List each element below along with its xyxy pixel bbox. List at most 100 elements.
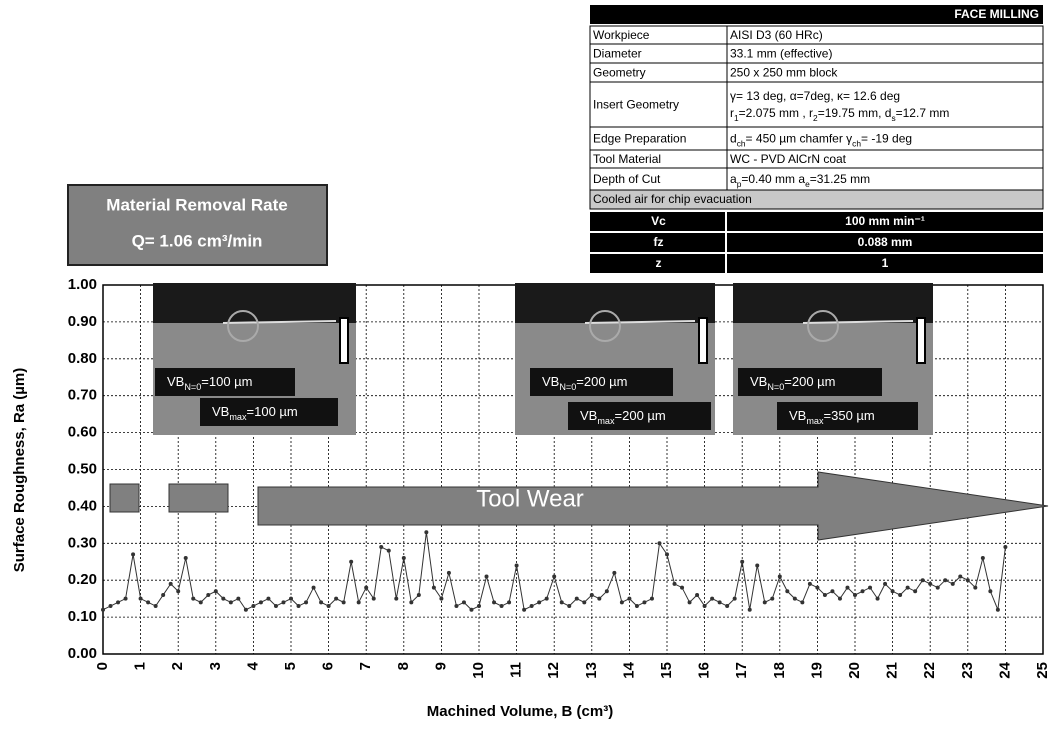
data-point xyxy=(718,600,722,604)
data-point xyxy=(236,597,240,601)
text-part: VB xyxy=(212,404,229,419)
data-point xyxy=(740,560,744,564)
data-point xyxy=(710,597,714,601)
text-part: =31.25 mm xyxy=(810,172,870,186)
data-point xyxy=(785,589,789,593)
x-tick-label: 2 xyxy=(169,662,186,670)
row-value: AISI D3 (60 HRc) xyxy=(730,28,823,42)
data-point xyxy=(966,578,970,582)
data-point xyxy=(673,582,677,586)
data-point xyxy=(921,578,925,582)
row-label: Edge Preparation xyxy=(593,132,686,146)
data-point xyxy=(462,600,466,604)
x-tick-label: 22 xyxy=(921,662,938,679)
data-point xyxy=(958,575,962,579)
data-point xyxy=(387,549,391,553)
data-point xyxy=(830,589,834,593)
scale-bar xyxy=(699,318,707,363)
text-part: ch xyxy=(852,139,861,149)
data-point xyxy=(319,600,323,604)
y-tick-label: 0.10 xyxy=(68,608,97,625)
data-point xyxy=(259,600,263,604)
data-point xyxy=(545,597,549,601)
data-point xyxy=(552,575,556,579)
data-point xyxy=(755,563,759,567)
data-point xyxy=(221,597,225,601)
y-tick-label: 0.20 xyxy=(68,571,97,588)
data-point xyxy=(943,578,947,582)
chart: Material Removal Rate Q= 1.06 cm³/min 0.… xyxy=(0,0,1049,727)
data-point xyxy=(853,593,857,597)
x-tick-label: 12 xyxy=(545,662,562,679)
data-point xyxy=(913,589,917,593)
table-note: Cooled air for chip evacuation xyxy=(593,192,752,206)
data-point xyxy=(169,582,173,586)
data-point xyxy=(530,604,534,608)
data-point xyxy=(1003,545,1007,549)
data-point xyxy=(229,600,233,604)
data-point xyxy=(642,600,646,604)
text-part: =12.7 mm xyxy=(896,106,950,120)
wear-box xyxy=(169,484,228,512)
data-point xyxy=(973,586,977,590)
scale-bar xyxy=(340,318,348,363)
data-point xyxy=(161,593,165,597)
data-point xyxy=(515,563,519,567)
data-point xyxy=(251,604,255,608)
param-name: fz xyxy=(654,235,664,249)
data-point xyxy=(605,589,609,593)
data-point xyxy=(680,586,684,590)
x-tick-label: 6 xyxy=(320,662,337,670)
text-part: VB xyxy=(580,408,597,423)
scale-bar xyxy=(917,318,925,363)
data-point xyxy=(327,604,331,608)
data-point xyxy=(590,593,594,597)
row-label: Depth of Cut xyxy=(593,172,661,186)
arrow-label: Tool Wear xyxy=(476,485,584,512)
data-point xyxy=(845,586,849,590)
text-part: d xyxy=(730,132,737,146)
data-point xyxy=(703,604,707,608)
x-tick-label: 23 xyxy=(959,662,976,679)
data-point xyxy=(176,589,180,593)
data-point xyxy=(342,600,346,604)
x-tick-label: 17 xyxy=(733,662,750,679)
data-point xyxy=(447,571,451,575)
text-part: max xyxy=(597,416,615,426)
text-part: N=0 xyxy=(184,382,201,392)
data-point xyxy=(432,586,436,590)
x-tick-label: 16 xyxy=(696,662,713,679)
text-part: VB xyxy=(542,374,559,389)
text-part: max xyxy=(229,412,247,422)
data-point xyxy=(936,586,940,590)
row-value: WC - PVD AlCrN coat xyxy=(730,152,847,166)
y-tick-label: 0.70 xyxy=(68,387,97,404)
x-tick-label: 15 xyxy=(658,662,675,679)
text-part: N=0 xyxy=(767,382,784,392)
data-point xyxy=(409,600,413,604)
text-part: =0.40 mm a xyxy=(741,172,805,186)
data-point xyxy=(748,608,752,612)
y-tick-label: 1.00 xyxy=(68,276,97,293)
text-part: =200 µm xyxy=(784,374,835,389)
x-tick-label: 9 xyxy=(432,662,449,670)
data-point xyxy=(808,582,812,586)
row-value: 33.1 mm (effective) xyxy=(730,47,832,61)
page: Material Removal Rate Q= 1.06 cm³/min 0.… xyxy=(0,0,1049,732)
data-point xyxy=(485,575,489,579)
data-point xyxy=(695,593,699,597)
y-tick-label: 0.40 xyxy=(68,497,97,514)
data-point xyxy=(906,586,910,590)
data-point xyxy=(454,604,458,608)
y-axis-label: Surface Roughness, Ra (µm) xyxy=(11,368,28,573)
data-point xyxy=(439,597,443,601)
data-point xyxy=(868,586,872,590)
data-point xyxy=(567,604,571,608)
param-value: 100 mm min⁻¹ xyxy=(845,214,925,228)
data-point xyxy=(537,600,541,604)
x-tick-label: 7 xyxy=(357,662,374,670)
data-point xyxy=(898,593,902,597)
data-point xyxy=(357,600,361,604)
data-point xyxy=(627,597,631,601)
data-point xyxy=(507,600,511,604)
